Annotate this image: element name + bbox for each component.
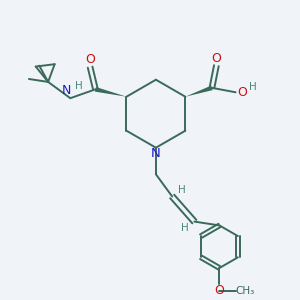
Text: O: O	[212, 52, 221, 65]
Text: H: H	[181, 223, 189, 233]
Text: N: N	[62, 84, 71, 97]
Text: O: O	[214, 284, 224, 297]
Text: O: O	[85, 53, 95, 66]
Text: CH₃: CH₃	[235, 286, 254, 296]
Text: O: O	[237, 86, 247, 99]
Text: N: N	[151, 146, 161, 160]
Text: H: H	[178, 185, 185, 195]
Text: H: H	[250, 82, 257, 92]
Polygon shape	[185, 85, 213, 97]
Text: H: H	[75, 81, 83, 91]
Polygon shape	[95, 87, 127, 97]
